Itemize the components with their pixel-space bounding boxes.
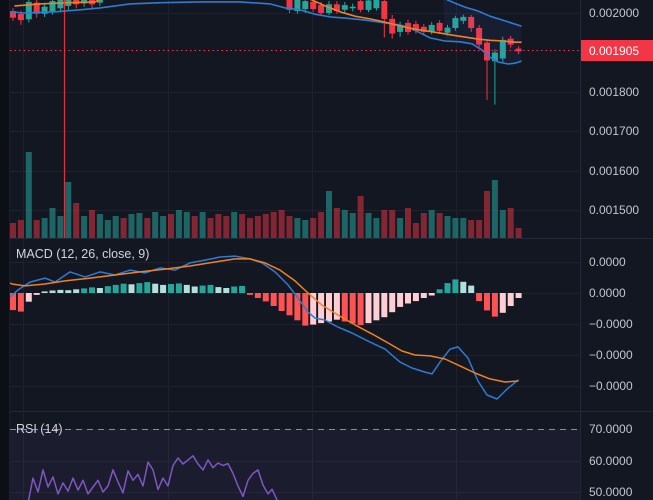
axis-tick-label: −0.0000 bbox=[589, 317, 633, 331]
axis-tick-label: −0.0000 bbox=[589, 348, 633, 362]
macd-histogram bbox=[10, 279, 522, 326]
volume-series bbox=[10, 152, 522, 238]
axis-tick-label: 0.002000 bbox=[589, 6, 640, 20]
chart-left-margin bbox=[0, 0, 10, 500]
grid-lines bbox=[10, 0, 580, 500]
rsi-zone-fill bbox=[10, 429, 580, 500]
axis-tick-label: 50.0000 bbox=[589, 485, 633, 499]
axis-tick-label: 0.001800 bbox=[589, 85, 640, 99]
axis-tick-label: 0.0000 bbox=[589, 255, 626, 269]
axis-tick-label: 0.001500 bbox=[589, 203, 640, 217]
last-price-label: 0.001905 bbox=[581, 40, 653, 61]
bollinger-bands bbox=[0, 0, 522, 65]
axis-tick-label: 0.001700 bbox=[589, 124, 640, 138]
axis-tick-label: 60.0000 bbox=[589, 454, 633, 468]
axis-tick-label: 0.0000 bbox=[589, 286, 626, 300]
macd-indicator-label[interactable]: MACD (12, 26, close, 9) bbox=[16, 247, 150, 261]
macd-lines bbox=[0, 255, 519, 400]
axis-tick-label: 0.001600 bbox=[589, 164, 640, 178]
axis-tick-label: 70.0000 bbox=[589, 422, 633, 436]
rsi-indicator-label[interactable]: RSI (14) bbox=[16, 422, 63, 436]
price-axis-column[interactable]: 0.002000 0.001800 0.001700 0.001600 0.001500… bbox=[581, 0, 653, 500]
axis-tick-label: −0.0000 bbox=[589, 379, 633, 393]
rsi-line bbox=[27, 455, 278, 500]
